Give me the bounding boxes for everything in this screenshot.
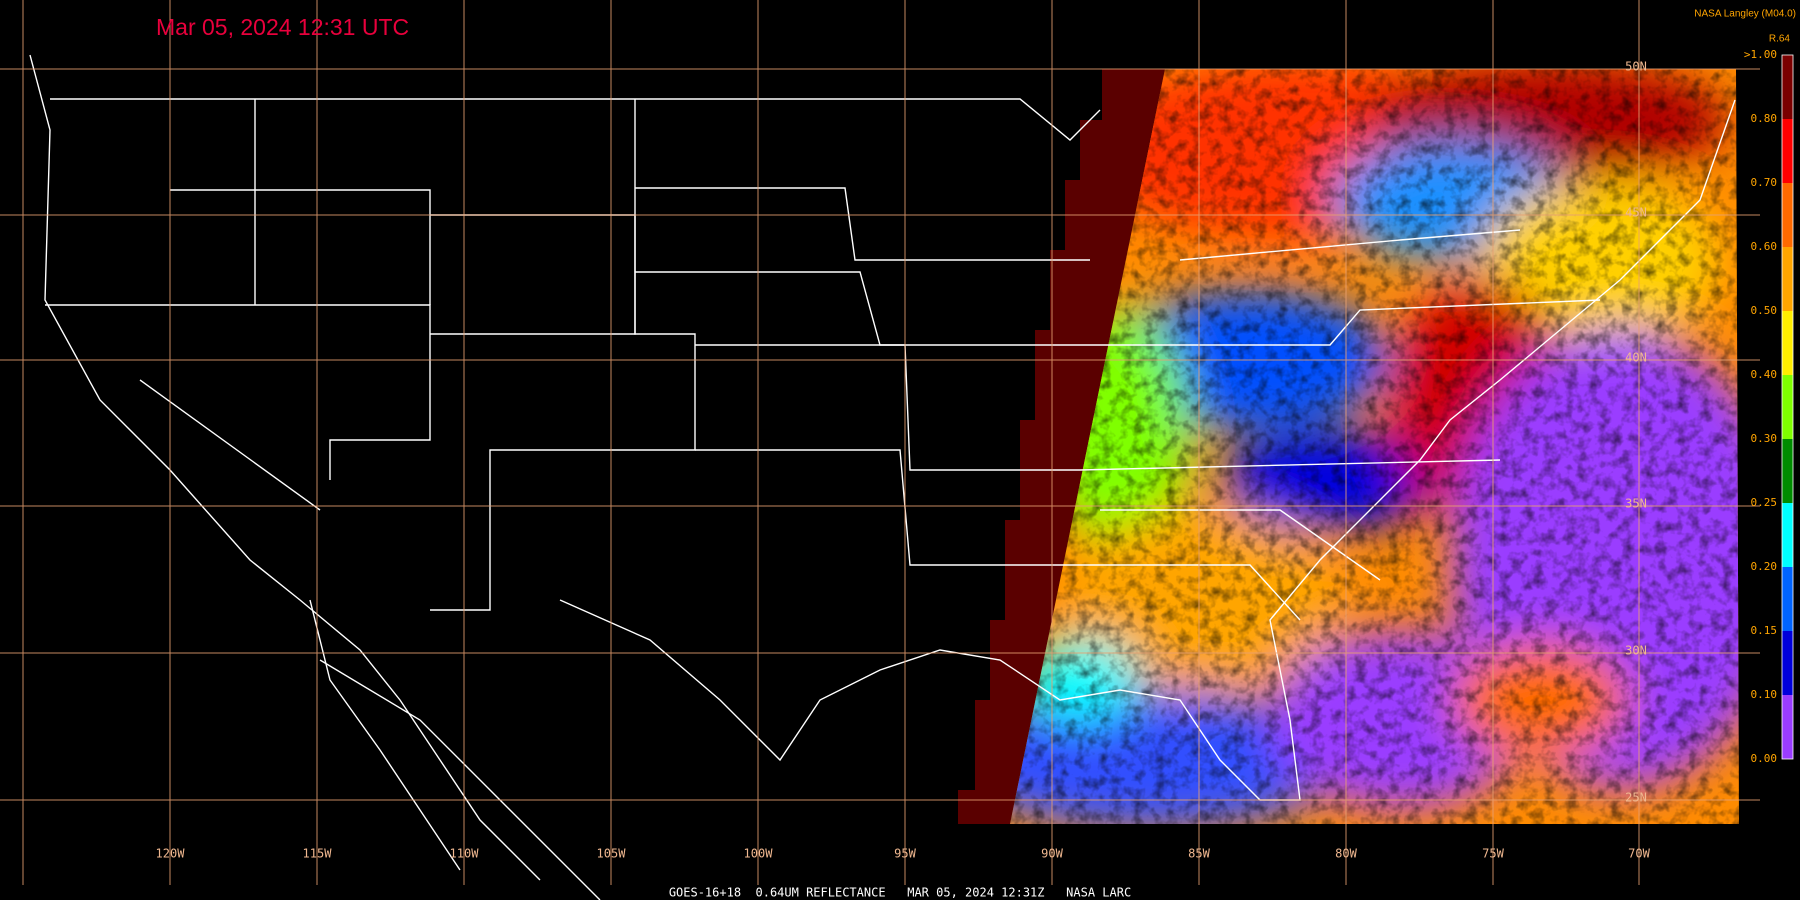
longitude-label: 70W — [1628, 847, 1650, 861]
colorbar-segment — [1782, 375, 1793, 439]
colorbar-frame — [1781, 54, 1794, 760]
longitude-label: 100W — [744, 847, 774, 861]
colorbar-segment — [1782, 503, 1793, 567]
colorbar: >1.00 0.80 0.70 0.60 0.50 0.40 0.30 0.25 0.20 0.1… — [1744, 48, 1794, 765]
latitude-label: 35N — [1625, 497, 1647, 511]
footer: GOES-16+18 0.64UM REFLECTANCE MAR 05, 20… — [669, 886, 1131, 900]
latitude-label: 30N — [1625, 644, 1647, 658]
longitude-label: 90W — [1041, 847, 1063, 861]
colorbar-segment — [1782, 311, 1793, 375]
colorbar-segment — [1782, 567, 1793, 631]
colorbar-label: 0.00 — [1751, 752, 1778, 765]
longitude-label: 115W — [303, 847, 333, 861]
colorbar-label: 0.50 — [1751, 304, 1778, 317]
colorbar-segment — [1782, 119, 1793, 183]
colorbar-segment — [1782, 183, 1793, 247]
colorbar-segment — [1782, 439, 1793, 503]
colorbar-segment — [1782, 55, 1793, 119]
colorbar-label: 0.20 — [1751, 560, 1778, 573]
colorbar-label: 0.30 — [1751, 432, 1778, 445]
colorbar-segment — [1782, 247, 1793, 311]
longitude-label: 110W — [450, 847, 480, 861]
longitude-label: 85W — [1188, 847, 1210, 861]
colorbar-segment — [1782, 631, 1793, 695]
colorbar-segment — [1782, 695, 1793, 759]
timestamp-title: Mar 05, 2024 12:31 UTC — [156, 14, 409, 40]
latitude-label: 45N — [1625, 206, 1647, 220]
colorbar-label: 0.70 — [1751, 176, 1778, 189]
graticule — [0, 0, 1760, 885]
colorbar-label: 0.15 — [1751, 624, 1778, 637]
channel-label: R.64 — [1769, 34, 1791, 45]
longitude-label: 95W — [894, 847, 916, 861]
colorbar-label: 0.80 — [1751, 112, 1778, 125]
latitude-label: 40N — [1625, 351, 1647, 365]
colorbar-label: 0.40 — [1751, 368, 1778, 381]
colorbar-label: 0.25 — [1751, 496, 1778, 509]
longitude-label: 105W — [597, 847, 627, 861]
longitude-label: 80W — [1335, 847, 1357, 861]
latitude-label: 50N — [1625, 60, 1647, 74]
credit: NASA Langley (M04.0) — [1694, 9, 1796, 20]
longitude-label: 75W — [1482, 847, 1504, 861]
colorbar-label: >1.00 — [1744, 48, 1777, 61]
longitude-label: 120W — [156, 847, 186, 861]
latitude-label: 25N — [1625, 791, 1647, 805]
colorbar-label: 0.10 — [1751, 688, 1778, 701]
no-data-fill — [958, 69, 1165, 824]
colorbar-label: 0.60 — [1751, 240, 1778, 253]
